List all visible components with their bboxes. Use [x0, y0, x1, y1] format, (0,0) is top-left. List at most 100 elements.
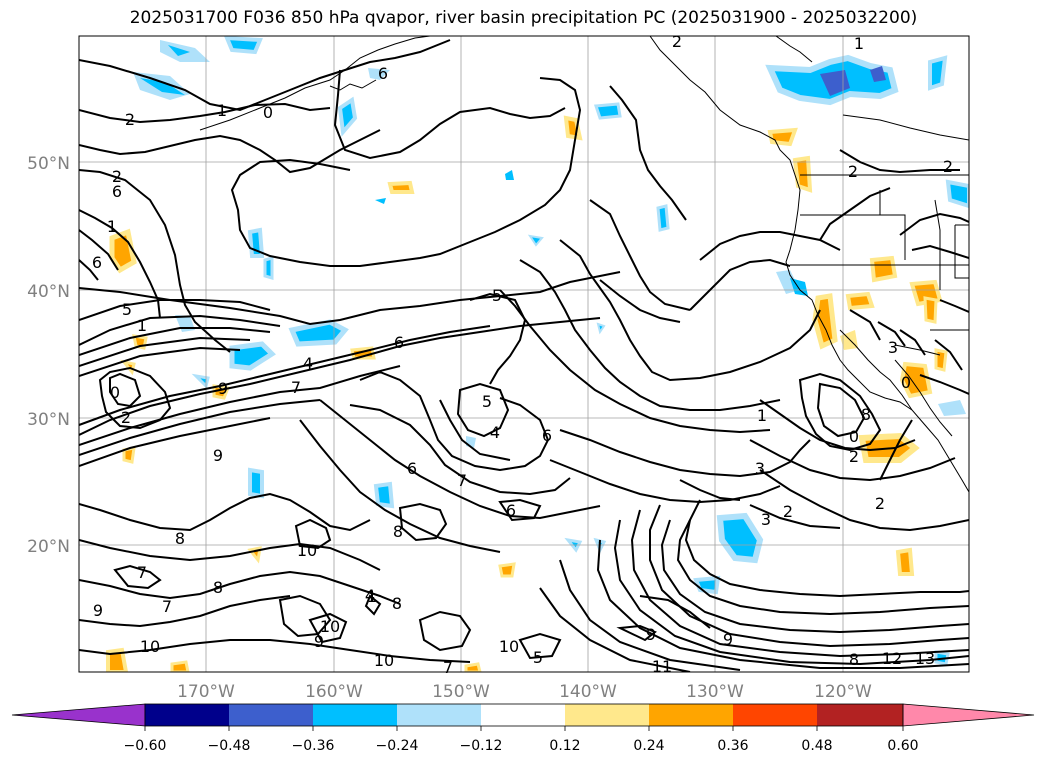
contour-label: 9: [93, 601, 103, 620]
lat-label: 30°N: [27, 410, 70, 430]
gridlines: [79, 36, 969, 672]
colorbar-tick-label: −0.36: [292, 738, 335, 754]
colorbar-tick-label: −0.24: [376, 738, 419, 754]
colorbar-tick-label: −0.48: [208, 738, 251, 754]
lat-label: 40°N: [27, 282, 70, 302]
contour-label: 4: [303, 354, 313, 373]
contour-label: 2: [848, 162, 858, 181]
contour-label: 6: [407, 459, 417, 478]
contour-label: 6: [112, 182, 122, 201]
contour-label: 9: [723, 630, 733, 649]
colorbar-segment: [649, 704, 733, 726]
colorbar-segment: [229, 704, 313, 726]
contour-label: 3: [755, 459, 765, 478]
contour-label: 5: [122, 300, 132, 319]
contour-label: 0: [849, 427, 859, 446]
contour-label: 1: [367, 587, 377, 606]
contour-label: 9: [218, 379, 228, 398]
contour-labels: 2 1 0 5 6 7 6 5 1 0 2 9 8 10 7 10 8 6 7 …: [92, 32, 953, 677]
contour-label: 9: [646, 625, 656, 644]
colorbar-segment: [565, 704, 649, 726]
contour-label: 2: [672, 32, 682, 51]
contour-label: 10: [297, 541, 317, 560]
contour-label: 9: [314, 632, 324, 651]
contour-label: 2: [125, 110, 135, 129]
contour-label: 1: [217, 101, 227, 120]
colorbar-segment: [145, 704, 229, 726]
coastlines: [199, 36, 969, 493]
colorbar-segment: [817, 704, 903, 726]
contour-label: 6: [378, 64, 388, 83]
lon-label: 120°W: [814, 682, 872, 702]
contour-label: 3: [888, 338, 898, 357]
colorbar-segment: [313, 704, 397, 726]
contour-label: 13: [915, 649, 935, 668]
contour-label: 8: [849, 650, 859, 669]
colorbar-tick-label: 0.60: [887, 738, 918, 754]
contour-label: 1: [137, 316, 147, 335]
contour-label: 3: [761, 510, 771, 529]
qvapor-contours: [79, 39, 969, 672]
plot-area: [79, 36, 969, 672]
contour-label: 10: [320, 617, 340, 636]
lat-label: 20°N: [27, 537, 70, 557]
contour-label: 1: [107, 217, 117, 236]
lon-label: 160°W: [305, 682, 363, 702]
contour-label: 4: [365, 586, 375, 605]
lon-label: 150°W: [432, 682, 490, 702]
contour-label: 11: [652, 657, 672, 676]
contour-label: 1: [757, 406, 767, 425]
colorbar-segment: [397, 704, 481, 726]
contour-label: 0: [901, 373, 911, 392]
colorbar-tick-label: 0.36: [717, 738, 748, 754]
contour-label: 12: [882, 649, 902, 668]
colorbar-segment: [733, 704, 817, 726]
contour-label: 7: [443, 658, 453, 677]
colorbar-tick-label: 0.48: [801, 738, 832, 754]
colorbar-tick-label: 0.24: [633, 738, 664, 754]
colorbar-tick-label: −0.12: [460, 738, 503, 754]
contour-label: 2: [875, 494, 885, 513]
contour-label: 7: [457, 471, 467, 490]
contour-label: 7: [137, 563, 147, 582]
contour-label: 5: [533, 648, 543, 667]
plot-frame: [78, 35, 970, 673]
colorbar-extend-high: [902, 703, 1035, 727]
contour-label: 2: [783, 502, 793, 521]
colorbar-tick-label: −0.60: [124, 738, 167, 754]
lon-label: 140°W: [559, 682, 617, 702]
contour-label: 10: [374, 651, 394, 670]
colorbar: −0.60 −0.48 −0.36 −0.24 −0.12 0.12 0.24 …: [11, 703, 1035, 754]
contour-label: 6: [394, 333, 404, 352]
map-title: 2025031700 F036 850 hPa qvapor, river ba…: [129, 8, 918, 28]
colorbar-extend-low: [11, 703, 146, 727]
latitude-labels: 50°N 40°N 30°N 20°N: [27, 154, 70, 557]
contour-label: 10: [499, 637, 519, 656]
contour-label: 8: [175, 529, 185, 548]
contour-label: 9: [213, 446, 223, 465]
contour-label: 2: [943, 157, 953, 176]
contour-label: 4: [490, 423, 500, 442]
lon-label: 170°W: [177, 682, 235, 702]
contour-label: 8: [392, 594, 402, 613]
contour-label: 2: [112, 167, 122, 186]
contour-label: 8: [213, 578, 223, 597]
colorbar-segment: [481, 704, 565, 726]
contour-label: 7: [162, 597, 172, 616]
contour-label: 6: [542, 426, 552, 445]
colorbar-tick-labels: −0.60 −0.48 −0.36 −0.24 −0.12 0.12 0.24 …: [124, 738, 919, 754]
contour-label: 8: [861, 405, 871, 424]
contour-label: 0: [110, 383, 120, 402]
contour-label: 10: [140, 637, 160, 656]
lon-label: 130°W: [686, 682, 744, 702]
contour-label: 7: [291, 378, 301, 397]
colorbar-tick-label: 0.12: [549, 738, 580, 754]
contour-label: 5: [482, 392, 492, 411]
contour-label: 6: [506, 501, 516, 520]
longitude-labels: 170°W 160°W 150°W 140°W 130°W 120°W: [177, 682, 872, 702]
contour-label: 8: [393, 522, 403, 541]
lat-label: 50°N: [27, 154, 70, 174]
contour-label: 1: [854, 34, 864, 53]
contour-label: 2: [849, 447, 859, 466]
contour-label: 6: [92, 253, 102, 272]
